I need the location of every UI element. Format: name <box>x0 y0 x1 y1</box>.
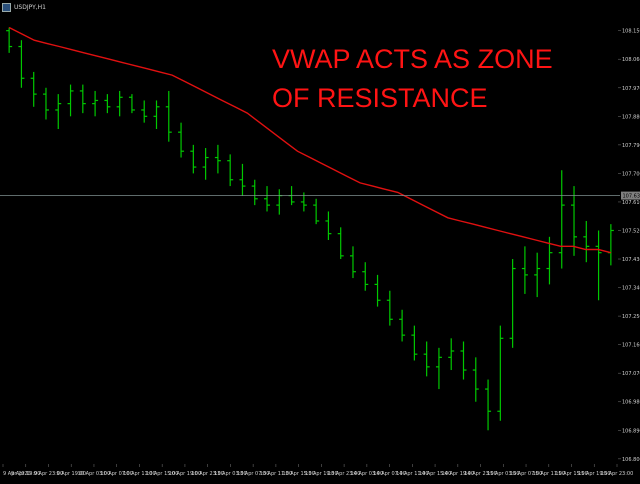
price-tick-label: 107.430 <box>622 257 640 263</box>
price-tick-label: 107.250 <box>622 314 640 320</box>
price-tick-label: 107.700 <box>622 171 640 177</box>
annotation-line-2: OF RESISTANCE <box>272 79 553 118</box>
price-tick-label: 107.790 <box>622 143 640 149</box>
symbol-title: USDJPY,H1 <box>14 4 46 11</box>
time-tick-label: 15 Apr 23:00 <box>601 471 634 477</box>
price-tick-label: 106.890 <box>622 428 640 434</box>
current-price-tag: 107.630 <box>621 192 640 200</box>
chart-title-bar: USDJPY,H1 <box>2 1 46 13</box>
price-tick-label: 106.980 <box>622 400 640 406</box>
chart-window-icon <box>2 3 11 12</box>
svg-text:107.630: 107.630 <box>623 194 640 200</box>
price-tick-label: 107.520 <box>622 228 640 234</box>
annotation-line-1: VWAP ACTS AS ZONE <box>272 40 553 79</box>
price-tick-label: 107.160 <box>622 343 640 349</box>
resistance-annotation: VWAP ACTS AS ZONE OF RESISTANCE <box>272 40 553 118</box>
price-tick-label: 106.800 <box>622 457 640 463</box>
price-tick-label: 107.970 <box>622 86 640 92</box>
price-tick-label: 108.060 <box>622 57 640 63</box>
price-tick-label: 108.150 <box>622 29 640 35</box>
price-tick-label: 107.340 <box>622 286 640 292</box>
price-tick-label: 107.070 <box>622 371 640 377</box>
price-tick-label: 107.880 <box>622 114 640 120</box>
price-tick-label: 107.610 <box>622 200 640 206</box>
